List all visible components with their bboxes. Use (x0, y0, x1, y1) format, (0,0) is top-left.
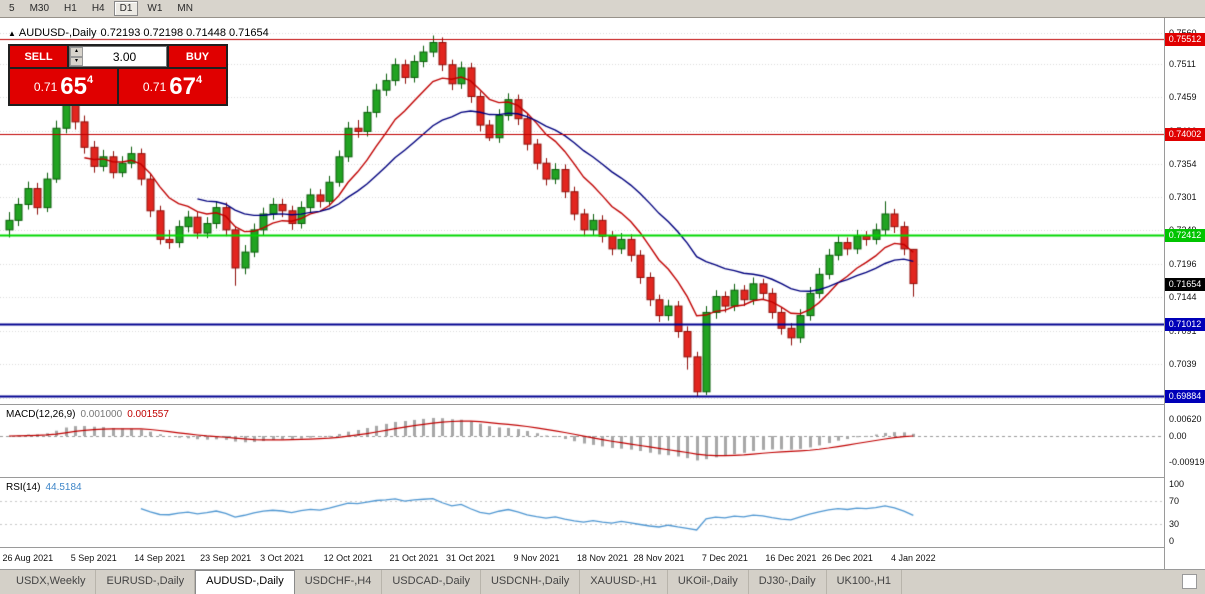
chart-symbol-label: AUDUSD-,Daily (18, 27, 97, 39)
sell-price-prefix: 0.71 (33, 79, 58, 94)
rsi-axis-label: 30 (1169, 518, 1180, 529)
macd-indicator-label: MACD(12,26,9) 0.001000 0.001557 (6, 409, 169, 420)
price-tick-label: 0.7301 (1169, 192, 1197, 203)
timeframe-button-mn[interactable]: MN (171, 1, 199, 16)
price-axis[interactable]: 0.75600.75110.74590.74060.73540.73010.72… (1164, 18, 1205, 569)
sell-button[interactable]: SELL (10, 46, 67, 67)
rsi-title: RSI(14) (6, 482, 41, 493)
timeframe-button-h1[interactable]: H1 (58, 1, 83, 16)
chart-marker-icon: ▲ (8, 29, 16, 38)
timeframe-toolbar: 5 M30 H1 H4 D1 W1 MN (0, 0, 1205, 18)
date-axis-label: 5 Sep 2021 (70, 553, 117, 563)
rsi-axis-label: 100 (1169, 479, 1185, 489)
price-tick-label: 0.7459 (1169, 92, 1197, 103)
time-axis[interactable]: 26 Aug 2021 5 Sep 2021 14 Sep 2021 23 Sep 2… (0, 548, 1164, 569)
tab-usdx-weekly[interactable]: USDX,Weekly (6, 570, 97, 594)
date-axis-label: 31 Oct 2021 (446, 553, 496, 563)
buy-price-big: 67 (169, 72, 196, 100)
macd-indicator-canvas[interactable] (0, 405, 1164, 477)
sell-price-display[interactable]: 0.71 65 4 (10, 69, 117, 104)
timeframe-button-5[interactable]: 5 (3, 1, 21, 16)
date-axis-label: 12 Oct 2021 (323, 553, 373, 563)
tab-uk100-h1[interactable]: UK100-,H1 (827, 570, 903, 594)
macd-title: MACD(12,26,9) (6, 409, 76, 420)
rsi-value: 44.5184 (45, 482, 82, 493)
level-price-badge: 0.72412 (1165, 229, 1205, 243)
volume-field: ▴ ▾ (69, 46, 167, 67)
rsi-axis-label: 0 (1169, 536, 1175, 546)
date-axis-label: 26 Dec 2021 (821, 553, 873, 563)
volume-increment-button[interactable]: ▴ (70, 47, 83, 57)
panel-separator[interactable] (0, 404, 1205, 405)
date-axis-label: 23 Sep 2021 (200, 553, 252, 563)
chart-time-axis-separator (0, 547, 1205, 548)
volume-input[interactable] (83, 47, 166, 66)
tab-eurusd-daily[interactable]: EURUSD-,Daily (96, 570, 196, 594)
level-price-badge: 0.74002 (1165, 128, 1205, 142)
timeframe-button-w1[interactable]: W1 (141, 1, 168, 16)
level-price-badge: 0.71012 (1165, 318, 1205, 332)
date-axis-label: 7 Dec 2021 (701, 553, 748, 563)
tab-usdcnh-daily[interactable]: USDCNH-,Daily (481, 570, 581, 594)
buy-price-display[interactable]: 0.71 67 4 (119, 69, 226, 104)
date-axis-label: 16 Dec 2021 (765, 553, 817, 563)
price-tick-label: 0.7144 (1169, 292, 1197, 303)
macd-main-value: 0.001000 (80, 409, 123, 420)
timeframe-button-h4[interactable]: H4 (86, 1, 111, 16)
date-axis-label: 14 Sep 2021 (134, 553, 186, 563)
macd-axis-label: 0.00 (1169, 431, 1187, 441)
one-click-trading-panel: SELL ▴ ▾ BUY 0.71 65 4 0.71 67 4 (8, 44, 228, 106)
price-tick-label: 0.7039 (1169, 358, 1197, 369)
panel-separator[interactable] (0, 477, 1205, 478)
tab-scroll-button[interactable] (1182, 574, 1197, 589)
price-tick-label: 0.7511 (1169, 59, 1196, 70)
buy-price-pipette: 4 (195, 73, 203, 86)
tab-ukoil-daily[interactable]: UKOil-,Daily (668, 570, 749, 594)
chart-ohlc-title: ▲ AUDUSD-,Daily 0.72193 0.72198 0.71448 0.… (8, 27, 273, 39)
chart-ohlc-values: 0.72193 0.72198 0.71448 0.71654 (100, 27, 269, 39)
date-axis-label: 3 Oct 2021 (260, 553, 305, 563)
macd-signal-value: 0.001557 (127, 409, 169, 420)
macd-axis-label: 0.00620 (1169, 413, 1202, 424)
symbol-tab-bar: USDX,Weekly EURUSD-,Daily AUDUSD-,Daily USD… (0, 569, 1205, 594)
price-tick-label: 0.7354 (1169, 158, 1197, 169)
rsi-axis-label: 70 (1169, 496, 1180, 507)
tab-dj30-daily[interactable]: DJ30-,Daily (749, 570, 827, 594)
timeframe-button-m30[interactable]: M30 (24, 1, 55, 16)
tab-xauusd-h1[interactable]: XAUUSD-,H1 (580, 570, 668, 594)
sell-price-big: 65 (60, 72, 87, 100)
tab-audusd-daily[interactable]: AUDUSD-,Daily (195, 570, 295, 594)
date-axis-label: 18 Nov 2021 (576, 553, 628, 563)
date-axis-label: 26 Aug 2021 (2, 553, 54, 563)
level-price-badge: 0.69884 (1165, 389, 1205, 403)
rsi-indicator-canvas[interactable] (0, 478, 1164, 547)
sell-price-pipette: 4 (86, 73, 94, 86)
date-axis-label: 4 Jan 2022 (891, 553, 936, 563)
rsi-indicator-label: RSI(14) 44.5184 (6, 482, 82, 493)
date-axis-label: 9 Nov 2021 (513, 553, 560, 563)
macd-axis-label: -0.00919 (1169, 456, 1205, 467)
timeframe-button-d1[interactable]: D1 (113, 1, 139, 16)
date-axis-label: 28 Nov 2021 (633, 553, 685, 563)
date-axis-label: 21 Oct 2021 (389, 553, 439, 563)
current-price-badge: 0.71654 (1165, 277, 1205, 291)
tab-usdcad-daily[interactable]: USDCAD-,Daily (382, 570, 481, 594)
price-tick-label: 0.7196 (1169, 259, 1197, 270)
buy-button[interactable]: BUY (169, 46, 226, 67)
tab-usdchf-h4[interactable]: USDCHF-,H4 (295, 570, 383, 594)
buy-price-prefix: 0.71 (142, 79, 167, 94)
level-price-badge: 0.75512 (1165, 32, 1205, 46)
volume-decrement-button[interactable]: ▾ (70, 56, 83, 66)
